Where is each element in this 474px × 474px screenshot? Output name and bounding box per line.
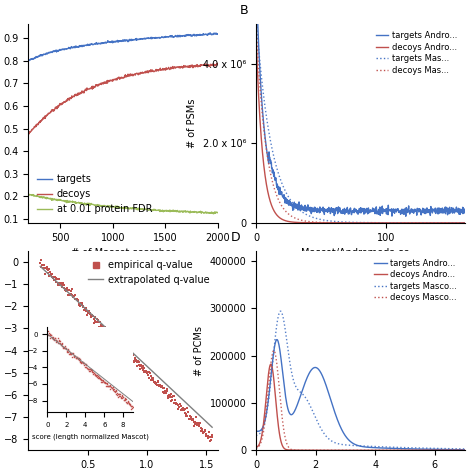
Text: B: B <box>239 4 248 17</box>
Text: D: D <box>231 231 241 244</box>
Y-axis label: # of PCMs: # of PCMs <box>194 326 204 376</box>
Legend: targets, decoys, at 0.01 protein FDR: targets, decoys, at 0.01 protein FDR <box>33 171 156 218</box>
X-axis label: # of Mascot searches: # of Mascot searches <box>71 248 176 258</box>
X-axis label: score (length normalized Mascot): score (length normalized Mascot) <box>32 434 148 440</box>
Y-axis label: # of PSMs: # of PSMs <box>187 99 197 148</box>
Legend: targets Andro..., decoys Andro..., targets Masco..., decoys Masco...: targets Andro..., decoys Andro..., targe… <box>371 255 460 306</box>
X-axis label: Mascot/Andromeda se...: Mascot/Andromeda se... <box>301 248 419 258</box>
Legend: empirical q-value, extrapolated q-value: empirical q-value, extrapolated q-value <box>84 256 213 289</box>
Legend: targets Andro..., decoys Andro..., targets Mas..., decoys Mas...: targets Andro..., decoys Andro..., targe… <box>373 28 460 78</box>
